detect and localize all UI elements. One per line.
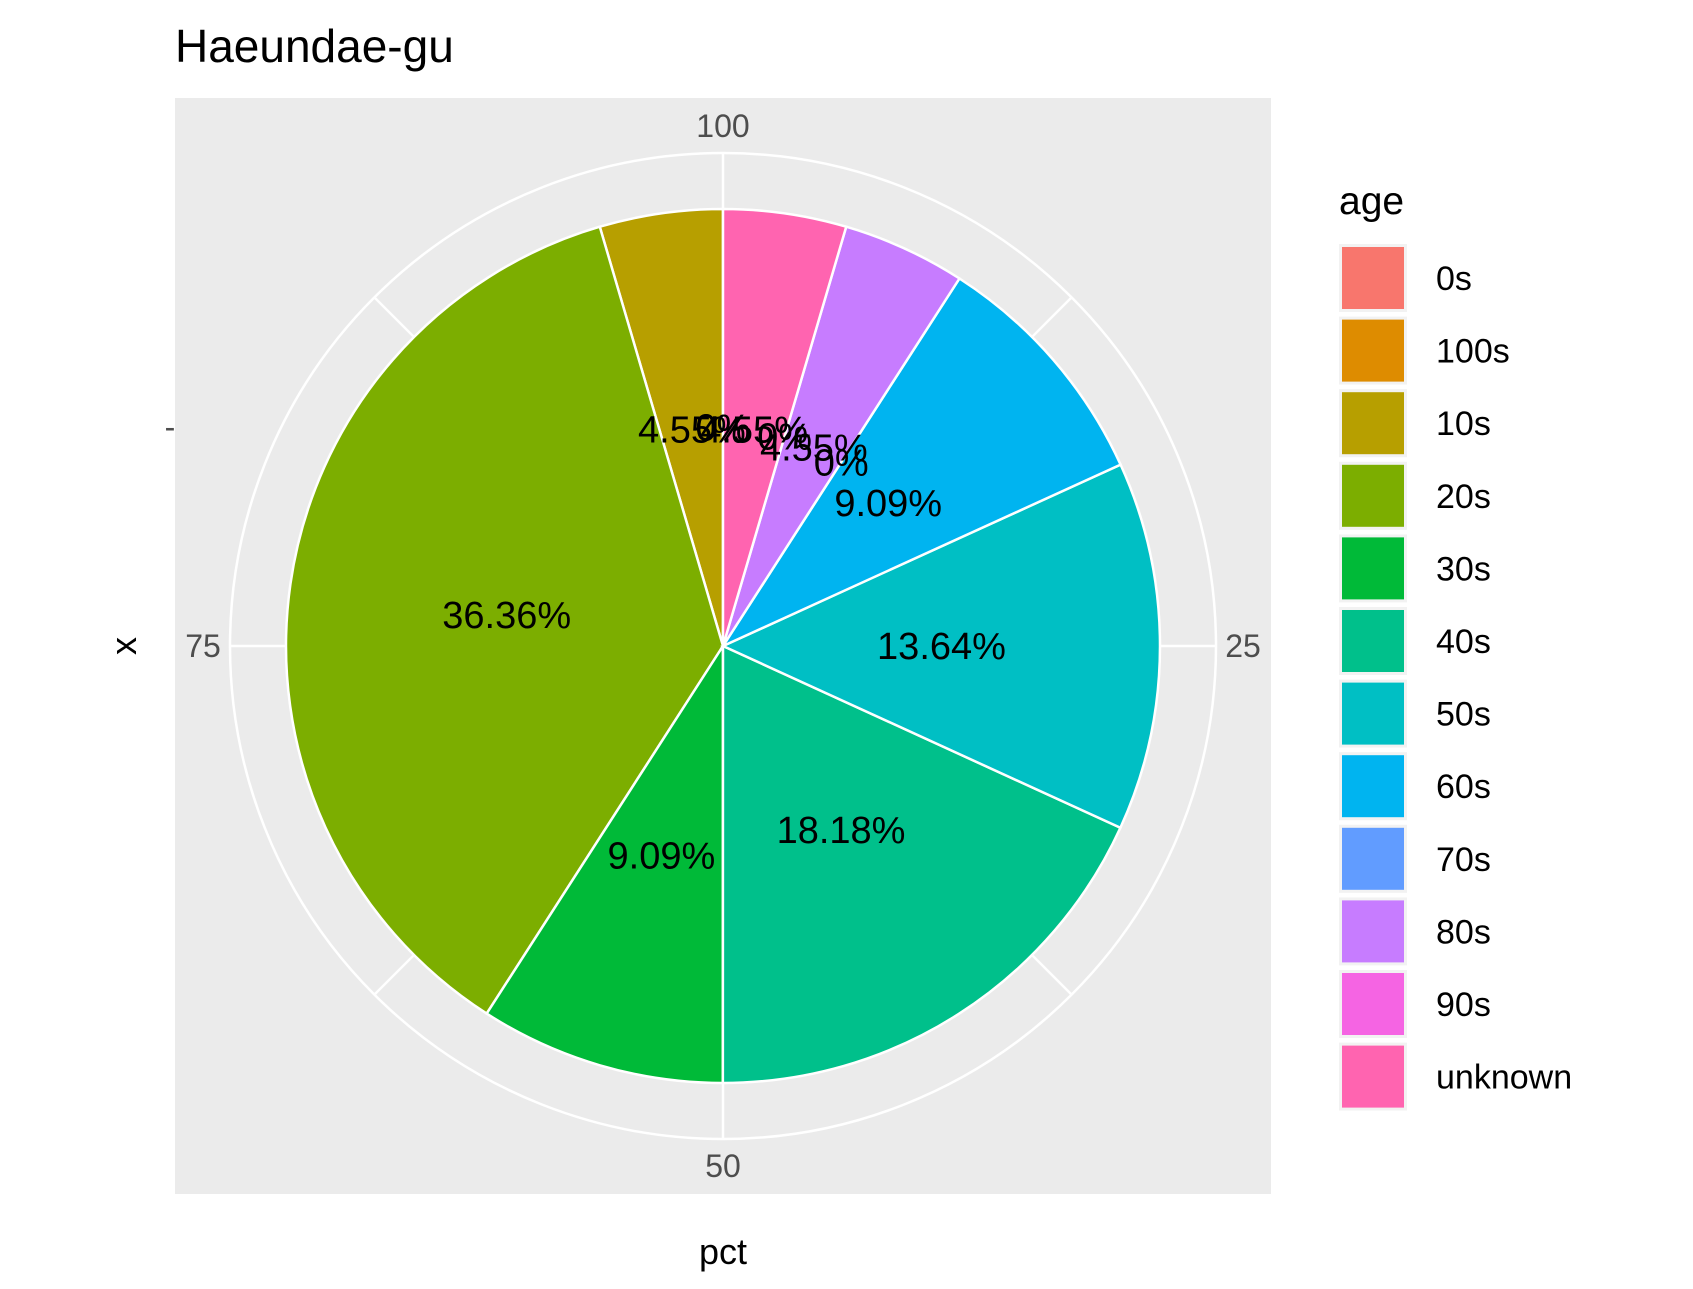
pie-slice-20s [284,225,725,1016]
legend-swatch-50s [1342,682,1404,745]
legend-label-100s: 100s [1436,333,1510,371]
theta-tick-label: 50 [705,1148,741,1184]
y-tick-label: - [165,409,176,445]
x-axis-title: pct [699,1231,747,1272]
slice-label-80s: 4.55% [760,427,868,469]
legend-label-90s: 90s [1436,986,1491,1024]
legend-swatch-40s [1342,610,1404,672]
slice-label-50s: 13.64% [877,626,1006,668]
legend-swatch-30s [1342,537,1404,600]
chart-title: Haeundae-gu [175,20,454,72]
legend-swatch-70s [1342,827,1404,890]
slice-label-10s: 4.55% [638,410,746,452]
slice-labels: 0%0%4.55%36.36%9.09%18.18%13.64%9.09%0%4… [442,408,1006,878]
legend-swatch-100s [1342,319,1404,382]
slice-label-90s: 0% [757,416,812,458]
slice-label-60s: 9.09% [834,483,942,525]
legend-swatch-0s [1342,247,1404,309]
legend-label-30s: 30s [1436,550,1491,588]
legend-swatch-60s [1342,755,1404,818]
slice-label-100s: 0% [696,408,751,450]
theta-tick-label: 100 [696,108,749,144]
theta-tick-label: 75 [185,628,221,664]
legend-label-80s: 80s [1436,913,1491,951]
slice-label-unknown: 4.55% [700,410,808,452]
legend-swatch-80s [1342,900,1404,963]
legend-label-50s: 50s [1436,696,1491,734]
legend-items: 0s 100s 10s 20s 30s 40s 50s 60s 70s 80s 90s unknown [1339,244,1572,1111]
pie-slice-40s [721,644,1123,1085]
slice-label-20s: 36.36% [442,595,571,637]
legend-label-60s: 60s [1436,768,1491,806]
theta-tick-labels: 100 25 50 75 [185,108,1261,1184]
slice-label-0s: 0% [696,408,751,450]
slice-label-40s: 18.18% [777,810,906,852]
legend-label-unknown: unknown [1436,1059,1572,1097]
legend-label-0s: 0s [1436,260,1472,298]
theta-tick-label: 25 [1225,628,1261,664]
legend-title: age [1339,180,1404,223]
pie-slice-30s [484,641,725,1085]
legend-swatch-unknown [1342,1045,1404,1108]
legend-label-70s: 70s [1436,841,1491,879]
legend-label-20s: 20s [1436,478,1491,516]
legend-swatch-20s [1342,464,1404,527]
pie-slice-60s [719,276,1123,649]
pie-slice-unknown [721,207,848,647]
y-axis-title: x [103,637,144,655]
slice-label-30s: 9.09% [608,836,716,878]
pie-slices [284,207,1162,1085]
pie-slice-50s [719,462,1162,830]
legend-swatch-10s [1342,392,1404,455]
slice-label-70s: 0% [814,442,869,484]
legend-swatch-90s [1342,973,1404,1035]
legend: age 0s 100s 10s 20s 30s 40s 50s 60s 70s 80s 90s unk… [1339,180,1572,1111]
legend-label-40s: 40s [1436,623,1491,661]
legend-label-10s: 10s [1436,405,1491,443]
